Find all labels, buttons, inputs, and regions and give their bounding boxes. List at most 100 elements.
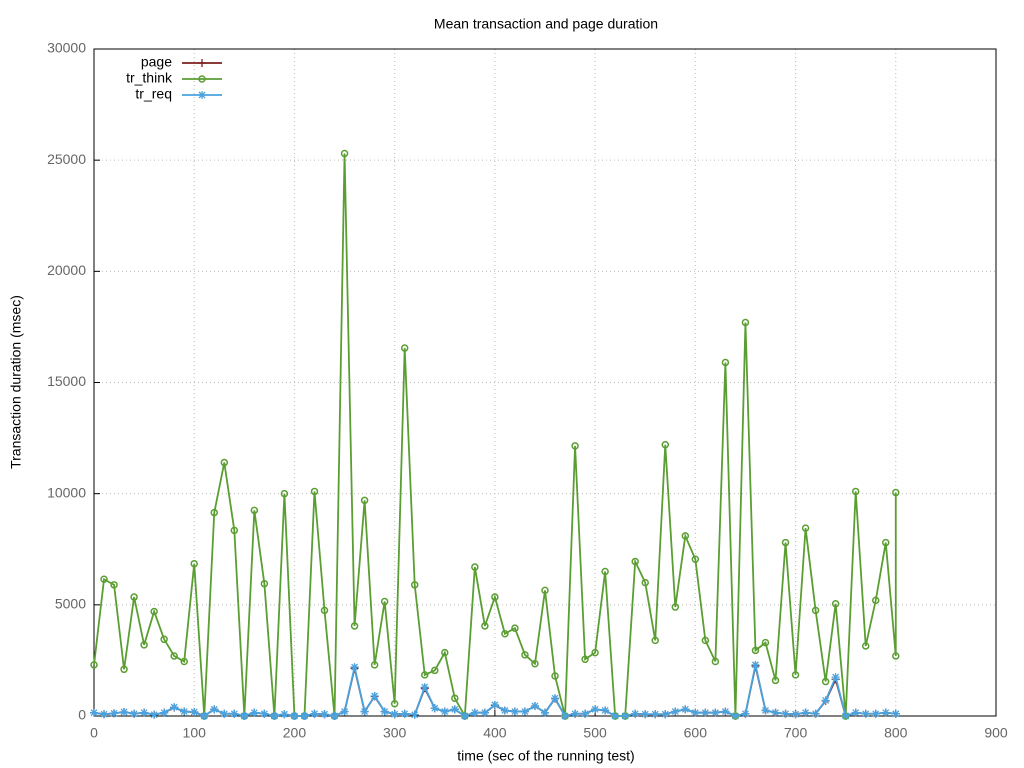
- point: [100, 710, 109, 719]
- point: [410, 581, 419, 589]
- point: [771, 708, 780, 717]
- point: [190, 559, 198, 568]
- point: [390, 700, 399, 708]
- point: [160, 708, 169, 717]
- series-line: [93, 153, 897, 720]
- point: [470, 708, 479, 717]
- point: [420, 683, 429, 692]
- point: [541, 708, 549, 717]
- point: [350, 622, 359, 630]
- point: [481, 622, 489, 630]
- point: [892, 488, 900, 497]
- point: [400, 709, 409, 718]
- y-tick-label: 0: [78, 707, 86, 723]
- point: [781, 709, 790, 718]
- point: [531, 660, 539, 668]
- chart-title: Mean transaction and page duration: [434, 16, 658, 32]
- point: [771, 676, 780, 685]
- point: [882, 538, 890, 547]
- point: [100, 575, 108, 584]
- point: [781, 538, 790, 547]
- point: [130, 593, 138, 601]
- legend-marker: [198, 75, 206, 83]
- point: [340, 707, 349, 716]
- point: [500, 706, 509, 715]
- point: [731, 712, 740, 720]
- y-tick-label: 10000: [47, 484, 86, 500]
- point: [671, 707, 680, 716]
- point: [801, 708, 810, 717]
- point: [571, 709, 580, 718]
- point: [230, 526, 239, 535]
- point: [220, 709, 229, 718]
- point: [651, 710, 660, 719]
- point: [130, 709, 139, 718]
- point: [160, 635, 168, 644]
- point: [450, 705, 459, 714]
- point: [511, 624, 519, 632]
- point: [841, 712, 850, 720]
- point: [441, 648, 449, 657]
- point: [581, 709, 590, 718]
- point: [821, 696, 830, 705]
- point: [320, 606, 329, 615]
- y-axis-label: Transaction duration (msec): [8, 295, 24, 469]
- y-tick-label: 25000: [47, 151, 86, 167]
- point: [791, 710, 800, 719]
- point: [791, 671, 800, 679]
- legend-label: page: [141, 54, 172, 70]
- point: [741, 709, 750, 718]
- point: [150, 710, 159, 719]
- y-tick-label: 15000: [47, 373, 86, 389]
- point: [210, 508, 219, 517]
- legend-label: tr_req: [135, 86, 172, 102]
- point: [691, 708, 700, 717]
- x-tick-label: 900: [984, 725, 1008, 741]
- x-tick-label: 300: [383, 725, 407, 741]
- point: [701, 708, 710, 717]
- y-tick-label: 20000: [47, 262, 86, 278]
- point: [420, 671, 429, 679]
- point: [721, 358, 730, 367]
- point: [831, 599, 840, 608]
- x-tick-label: 100: [183, 725, 207, 741]
- point: [431, 666, 439, 675]
- point: [140, 641, 148, 649]
- point: [641, 710, 650, 719]
- point: [330, 712, 339, 720]
- point: [681, 705, 690, 714]
- point: [260, 709, 269, 718]
- point: [200, 712, 209, 720]
- point: [240, 712, 249, 720]
- point: [230, 709, 239, 718]
- point: [641, 578, 649, 587]
- point: [571, 442, 579, 450]
- point: [451, 694, 459, 702]
- point: [340, 149, 349, 158]
- x-tick-label: 200: [283, 725, 307, 741]
- point: [210, 705, 219, 714]
- point: [611, 712, 620, 720]
- point: [300, 712, 309, 720]
- point: [801, 524, 810, 532]
- point: [751, 646, 760, 655]
- point: [691, 555, 700, 564]
- point: [370, 691, 379, 700]
- legend-marker: [198, 59, 206, 67]
- point: [110, 709, 119, 718]
- x-tick-label: 500: [583, 725, 607, 741]
- point: [90, 708, 98, 717]
- point: [681, 532, 690, 540]
- point: [871, 709, 880, 718]
- point: [551, 672, 559, 680]
- point: [250, 708, 259, 717]
- point: [871, 596, 880, 605]
- point: [390, 710, 399, 719]
- point: [400, 344, 409, 352]
- x-tick-label: 800: [884, 725, 908, 741]
- point: [891, 709, 900, 718]
- x-tick-label: 600: [684, 725, 708, 741]
- point: [380, 597, 389, 606]
- legend-marker: [198, 91, 206, 99]
